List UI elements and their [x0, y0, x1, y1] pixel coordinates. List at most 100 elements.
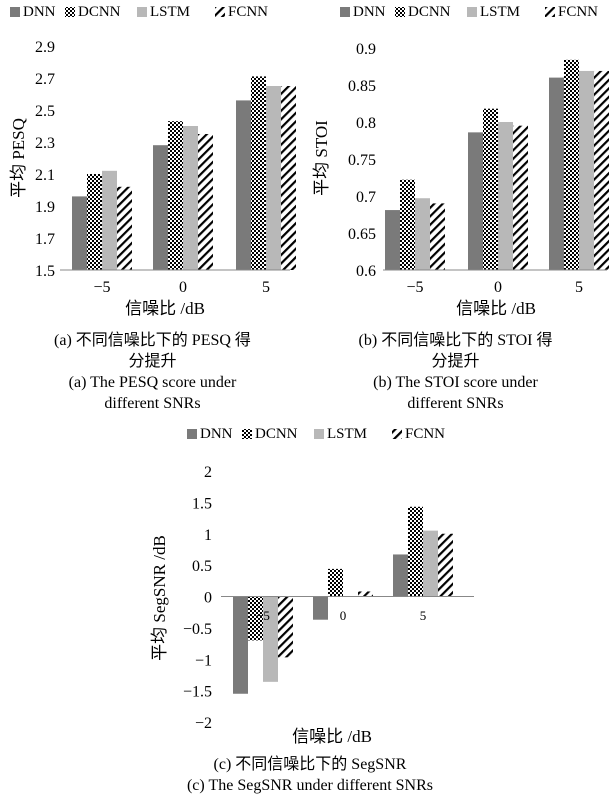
bar-fcnn-1 — [358, 591, 373, 597]
legend-item-lstm: LSTM — [467, 4, 520, 20]
caption-en-line-1: (a) The PESQ score under — [68, 374, 237, 391]
x-category-label: 0 — [494, 279, 502, 296]
bar-lstm-2 — [266, 86, 281, 270]
legend-label: DNN — [23, 4, 56, 20]
legend-swatch — [395, 7, 405, 17]
bar-dnn-1 — [153, 145, 168, 270]
y-tick-label: 2 — [204, 464, 212, 481]
legend-item-dcnn: DCNN — [242, 426, 298, 442]
bar-lstm-1 — [183, 126, 198, 270]
x-category-label: 5 — [575, 279, 583, 296]
legend-swatch — [242, 429, 252, 439]
bar-fcnn-0 — [430, 203, 445, 270]
y-tick-label: 0.5 — [192, 558, 212, 575]
y-tick-label: 1.7 — [35, 231, 55, 248]
bar-fcnn-0 — [278, 596, 293, 658]
legend-item-lstm: LSTM — [314, 426, 367, 442]
caption-stoi: (b) 不同信噪比下的 STOI 得 分提升 (b) The STOI scor… — [318, 330, 593, 414]
pesq-chart: DNN DCNN LSTM FCNN 1.5 1.7 1.9 2.1 2.3 2.5 2.7 2.9 −… — [9, 4, 296, 318]
y-tick-label: 2.3 — [35, 135, 55, 152]
y-tick-label: 2.1 — [35, 167, 55, 184]
y-tick-label: 0.9 — [356, 41, 376, 58]
x-category-label: 0 — [340, 608, 347, 623]
y-tick-label: 0 — [204, 590, 212, 607]
bar-dnn-2 — [549, 77, 564, 270]
y-axis-title: 平均 PESQ — [9, 118, 28, 198]
legend-item-lstm: LSTM — [137, 4, 190, 20]
legend-swatch — [392, 429, 402, 439]
legend-swatch — [215, 7, 225, 17]
legend-item-dnn: DNN — [10, 4, 56, 20]
caption-en-line-1: (c) The SegSNR under different SNRs — [186, 777, 434, 794]
bar-lstm-2 — [423, 530, 438, 597]
bar-lstm-0 — [263, 596, 278, 682]
legend-swatch — [187, 429, 197, 439]
y-tick-label: 1 — [204, 527, 212, 544]
caption-en-line-1: (b) The STOI score under — [373, 374, 538, 391]
x-axis-title: 信噪比 /dB — [125, 299, 205, 318]
y-tick-label: 0.8 — [356, 115, 376, 132]
bar-dcnn-1 — [328, 568, 343, 597]
bar-fcnn-1 — [198, 134, 213, 270]
segsnr-chart: DNN DCNN LSTM FCNN −2 −1.5 −1 −0.5 0 0.5 1 1.5 2 −5 0 5… — [150, 426, 474, 746]
bar-dcnn-2 — [564, 59, 579, 271]
legend-item-fcnn: FCNN — [215, 4, 268, 20]
legend-label: FCNN — [228, 4, 268, 20]
caption-zh-line-2: 分提升 — [128, 353, 177, 370]
bar-dcnn-0 — [248, 596, 263, 641]
legend-label: DNN — [353, 4, 386, 20]
caption-en-line-2: different SNRs — [104, 395, 201, 412]
y-axis-title: 平均 STOI — [312, 120, 331, 196]
bar-dnn-1 — [468, 132, 483, 270]
x-category-label: −5 — [256, 608, 270, 623]
y-tick-label: −1.5 — [183, 684, 212, 701]
bar-dcnn-1 — [483, 108, 498, 271]
y-axis-title: 平均 SegSNR /dB — [150, 535, 169, 661]
bar-dnn-1 — [313, 596, 328, 620]
legend-item-dnn: DNN — [187, 426, 233, 442]
bar-dnn-0 — [385, 210, 400, 270]
y-tick-label: 0.75 — [348, 152, 376, 169]
bar-fcnn-1 — [513, 125, 528, 270]
x-category-label: 5 — [262, 279, 270, 296]
bar-dcnn-2 — [251, 76, 266, 271]
bar-dnn-2 — [393, 554, 408, 597]
caption-zh-line-1: (b) 不同信噪比下的 STOI 得 — [358, 332, 553, 349]
stoi-chart: DNN DCNN LSTM FCNN 0.6 0.65 0.7 0.75 0.8 0.85 0.9 −… — [312, 4, 609, 318]
y-tick-label: 0.7 — [356, 189, 376, 206]
y-tick-label: 0.65 — [348, 226, 376, 243]
caption-pesq: (a) 不同信噪比下的 PESQ 得 分提升 (a) The PESQ scor… — [15, 330, 290, 414]
y-tick-label: 1.5 — [35, 263, 55, 280]
legend-label: DNN — [200, 426, 233, 442]
legend-swatch — [467, 7, 477, 17]
x-category-label: 0 — [179, 279, 187, 296]
bar-lstm-0 — [102, 170, 117, 270]
bar-lstm-2 — [579, 70, 594, 270]
legend-label: LSTM — [327, 426, 367, 442]
y-tick-label: 2.9 — [35, 39, 55, 56]
bar-fcnn-2 — [438, 533, 453, 597]
x-category-label: −5 — [93, 279, 110, 296]
legend-item-dcnn: DCNN — [395, 4, 451, 20]
legend-item-fcnn: FCNN — [392, 426, 445, 442]
y-tick-label: 1.9 — [35, 199, 55, 216]
caption-zh-line-1: (a) 不同信噪比下的 PESQ 得 — [54, 332, 251, 349]
legend-label: FCNN — [405, 426, 445, 442]
legend-label: DCNN — [408, 4, 451, 20]
bar-lstm-0 — [415, 198, 430, 270]
legend-label: DCNN — [78, 4, 121, 20]
bar-dnn-0 — [233, 596, 248, 694]
bar-fcnn-0 — [117, 186, 132, 270]
y-tick-label: −1 — [195, 652, 212, 669]
bar-dnn-0 — [72, 196, 87, 270]
legend-label: FCNN — [558, 4, 598, 20]
bar-dnn-2 — [236, 100, 251, 271]
caption-segsnr: (c) 不同信噪比下的 SegSNR (c) The SegSNR under … — [150, 754, 470, 796]
legend-label: DCNN — [255, 426, 298, 442]
legend-item-dnn: DNN — [340, 4, 386, 20]
caption-en-line-2: different SNRs — [407, 395, 504, 412]
bar-dcnn-1 — [168, 121, 183, 270]
bar-lstm-1 — [498, 122, 513, 270]
y-tick-label: 0.85 — [348, 78, 376, 95]
bar-fcnn-2 — [594, 70, 609, 270]
